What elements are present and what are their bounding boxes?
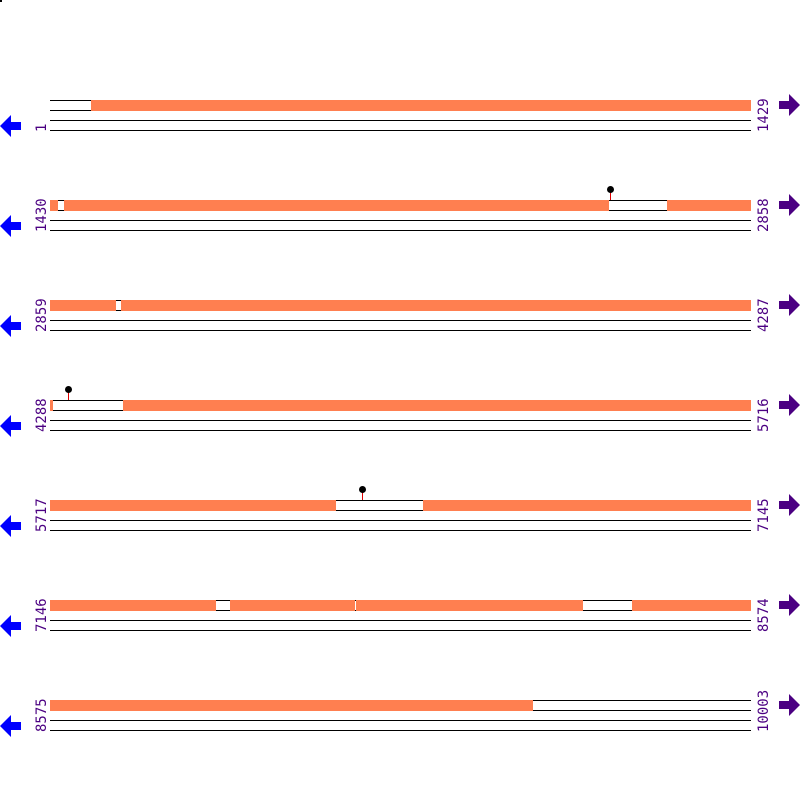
gap-segment bbox=[583, 600, 633, 611]
sequence-row: 4288 5716 bbox=[0, 386, 800, 441]
arrow-right-icon[interactable] bbox=[779, 394, 800, 420]
covered-segment bbox=[423, 500, 751, 511]
covered-segment bbox=[229, 600, 356, 611]
row-end-label: 5716 bbox=[756, 398, 772, 432]
gap-segment bbox=[115, 300, 121, 311]
gap-segment bbox=[53, 400, 123, 411]
track-line bbox=[50, 730, 751, 731]
track-line bbox=[50, 630, 751, 631]
gap-segment bbox=[50, 100, 92, 111]
track-line bbox=[50, 720, 751, 721]
track-line bbox=[50, 530, 751, 531]
arrow-left-icon[interactable] bbox=[0, 515, 22, 541]
row-end-label: 7145 bbox=[756, 498, 772, 532]
pin-marker-stem bbox=[68, 390, 70, 400]
track-line bbox=[50, 430, 751, 431]
covered-segment bbox=[50, 500, 336, 511]
arrow-left-icon[interactable] bbox=[0, 215, 22, 241]
arrow-right-icon[interactable] bbox=[779, 94, 800, 120]
pin-marker-icon[interactable] bbox=[65, 386, 73, 393]
row-start-label: 8575 bbox=[34, 698, 50, 732]
pin-marker-stem bbox=[609, 190, 611, 200]
gap-segment bbox=[215, 600, 230, 611]
pin-marker-stem bbox=[362, 490, 364, 500]
track-line bbox=[50, 230, 751, 231]
track-line bbox=[50, 620, 751, 621]
track-line bbox=[50, 420, 751, 421]
track-line bbox=[50, 130, 751, 131]
row-start-label: 1 bbox=[34, 123, 50, 132]
track-line bbox=[50, 520, 751, 521]
covered-segment bbox=[666, 200, 751, 211]
row-start-label: 7146 bbox=[34, 598, 50, 632]
track-line bbox=[50, 330, 751, 331]
track-line bbox=[50, 120, 751, 121]
row-end-label: 10003 bbox=[756, 689, 772, 732]
arrow-right-icon[interactable] bbox=[779, 494, 800, 520]
covered-segment bbox=[120, 300, 751, 311]
covered-segment bbox=[50, 200, 59, 211]
sequence-row: 1430 2858 bbox=[0, 186, 800, 241]
gap-segment bbox=[532, 700, 751, 711]
sequence-row: 1 1429 bbox=[0, 94, 800, 141]
sequence-row: 2859 4287 bbox=[0, 294, 800, 341]
covered-segment bbox=[50, 300, 116, 311]
track-line bbox=[50, 220, 751, 221]
covered-segment bbox=[50, 400, 54, 411]
sequence-row: 5717 7145 bbox=[0, 486, 800, 541]
covered-segment bbox=[50, 700, 533, 711]
arrow-left-icon[interactable] bbox=[0, 315, 22, 341]
sequence-row: 7146 8574 bbox=[0, 594, 800, 641]
pin-marker-icon[interactable] bbox=[359, 486, 367, 493]
arrow-right-icon[interactable] bbox=[779, 294, 800, 320]
arrow-left-icon[interactable] bbox=[0, 715, 22, 741]
covered-segment bbox=[91, 100, 751, 111]
row-end-label: 1429 bbox=[756, 98, 772, 132]
arrow-left-icon[interactable] bbox=[0, 615, 22, 641]
track-line bbox=[50, 320, 751, 321]
row-start-label: 4288 bbox=[34, 398, 50, 432]
row-end-label: 2858 bbox=[756, 198, 772, 232]
covered-segment bbox=[356, 600, 584, 611]
covered-segment bbox=[632, 600, 751, 611]
row-start-label: 2859 bbox=[34, 298, 50, 332]
gap-segment bbox=[58, 200, 65, 211]
covered-segment bbox=[64, 200, 610, 211]
arrow-right-icon[interactable] bbox=[779, 694, 800, 720]
row-end-label: 4287 bbox=[756, 298, 772, 332]
gap-segment bbox=[335, 500, 424, 511]
gap-segment bbox=[355, 600, 357, 611]
row-start-label: 1430 bbox=[34, 198, 50, 232]
covered-segment bbox=[122, 400, 751, 411]
arrow-left-icon[interactable] bbox=[0, 415, 22, 441]
row-start-label: 5717 bbox=[34, 498, 50, 532]
arrow-right-icon[interactable] bbox=[779, 194, 800, 220]
sequence-row: 8575 10003 bbox=[0, 690, 800, 741]
covered-segment bbox=[50, 600, 216, 611]
gap-segment bbox=[609, 200, 667, 211]
arrow-right-icon[interactable] bbox=[779, 594, 800, 620]
corner-dot bbox=[0, 0, 2, 2]
pin-marker-icon[interactable] bbox=[606, 186, 614, 193]
row-end-label: 8574 bbox=[756, 598, 772, 632]
arrow-left-icon[interactable] bbox=[0, 115, 22, 141]
